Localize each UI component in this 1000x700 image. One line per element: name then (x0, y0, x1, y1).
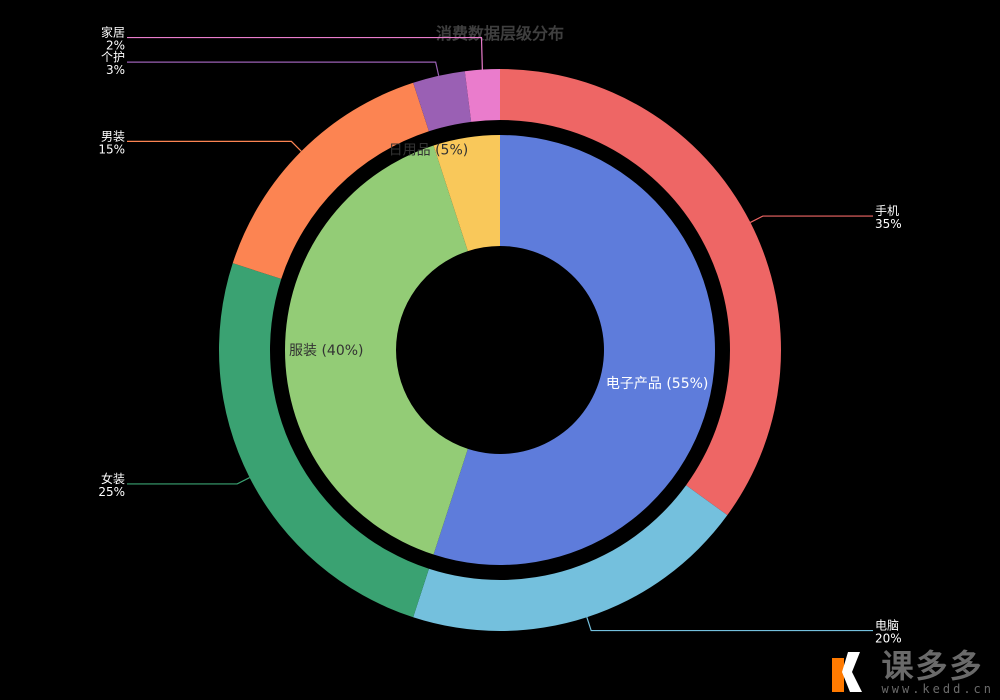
outer-label-pct-2: 25% (98, 485, 125, 499)
outer-slice-5[interactable] (464, 69, 500, 122)
outer-label-pct-1: 20% (875, 632, 902, 646)
kedd-logo-icon (831, 652, 862, 692)
watermark: 课多多 www.kedd.cn (828, 648, 994, 696)
outer-label-name-3: 男装 (101, 129, 125, 143)
outer-slice-3[interactable] (232, 82, 429, 279)
outer-label-pct-4: 3% (106, 63, 125, 77)
outer-label-name-0: 手机 (875, 204, 899, 218)
outer-slice-1[interactable] (413, 485, 728, 632)
leader-line-4 (127, 61, 440, 76)
inner-label-1: 服装 (40%) (289, 343, 364, 359)
outer-ring (218, 69, 781, 632)
outer-label-pct-3: 15% (98, 142, 125, 156)
inner-label-0: 电子产品 (55%) (606, 376, 709, 392)
outer-label-name-4: 个护 (101, 50, 125, 64)
outer-slice-2[interactable] (218, 263, 429, 618)
inner-label-2: 日用品 (5%) (389, 142, 469, 158)
inner-slice-1[interactable] (284, 145, 468, 555)
watermark-url: www.kedd.cn (881, 682, 994, 696)
outer-label-name-2: 女装 (101, 471, 125, 486)
outer-slice-4[interactable] (413, 71, 472, 132)
inner-slice-2[interactable] (433, 135, 500, 252)
outer-label-pct-0: 35% (875, 217, 902, 231)
outer-label-pct-5: 2% (106, 39, 125, 53)
leader-line-1 (586, 617, 873, 632)
watermark-text: 课多多 (881, 647, 984, 685)
leader-line-2 (127, 477, 250, 485)
leader-line-3 (127, 140, 302, 152)
leader-line-5 (127, 36, 483, 70)
leader-line-0 (750, 215, 873, 223)
outer-label-name-1: 电脑 (875, 619, 899, 633)
chart-title: 消费数据层级分布 (436, 24, 564, 43)
leader-lines (127, 36, 873, 632)
outer-label-name-5: 家居 (101, 25, 125, 40)
inner-ring (284, 135, 715, 566)
inner-slice-0[interactable] (433, 135, 715, 566)
outer-slice-0[interactable] (500, 69, 781, 516)
